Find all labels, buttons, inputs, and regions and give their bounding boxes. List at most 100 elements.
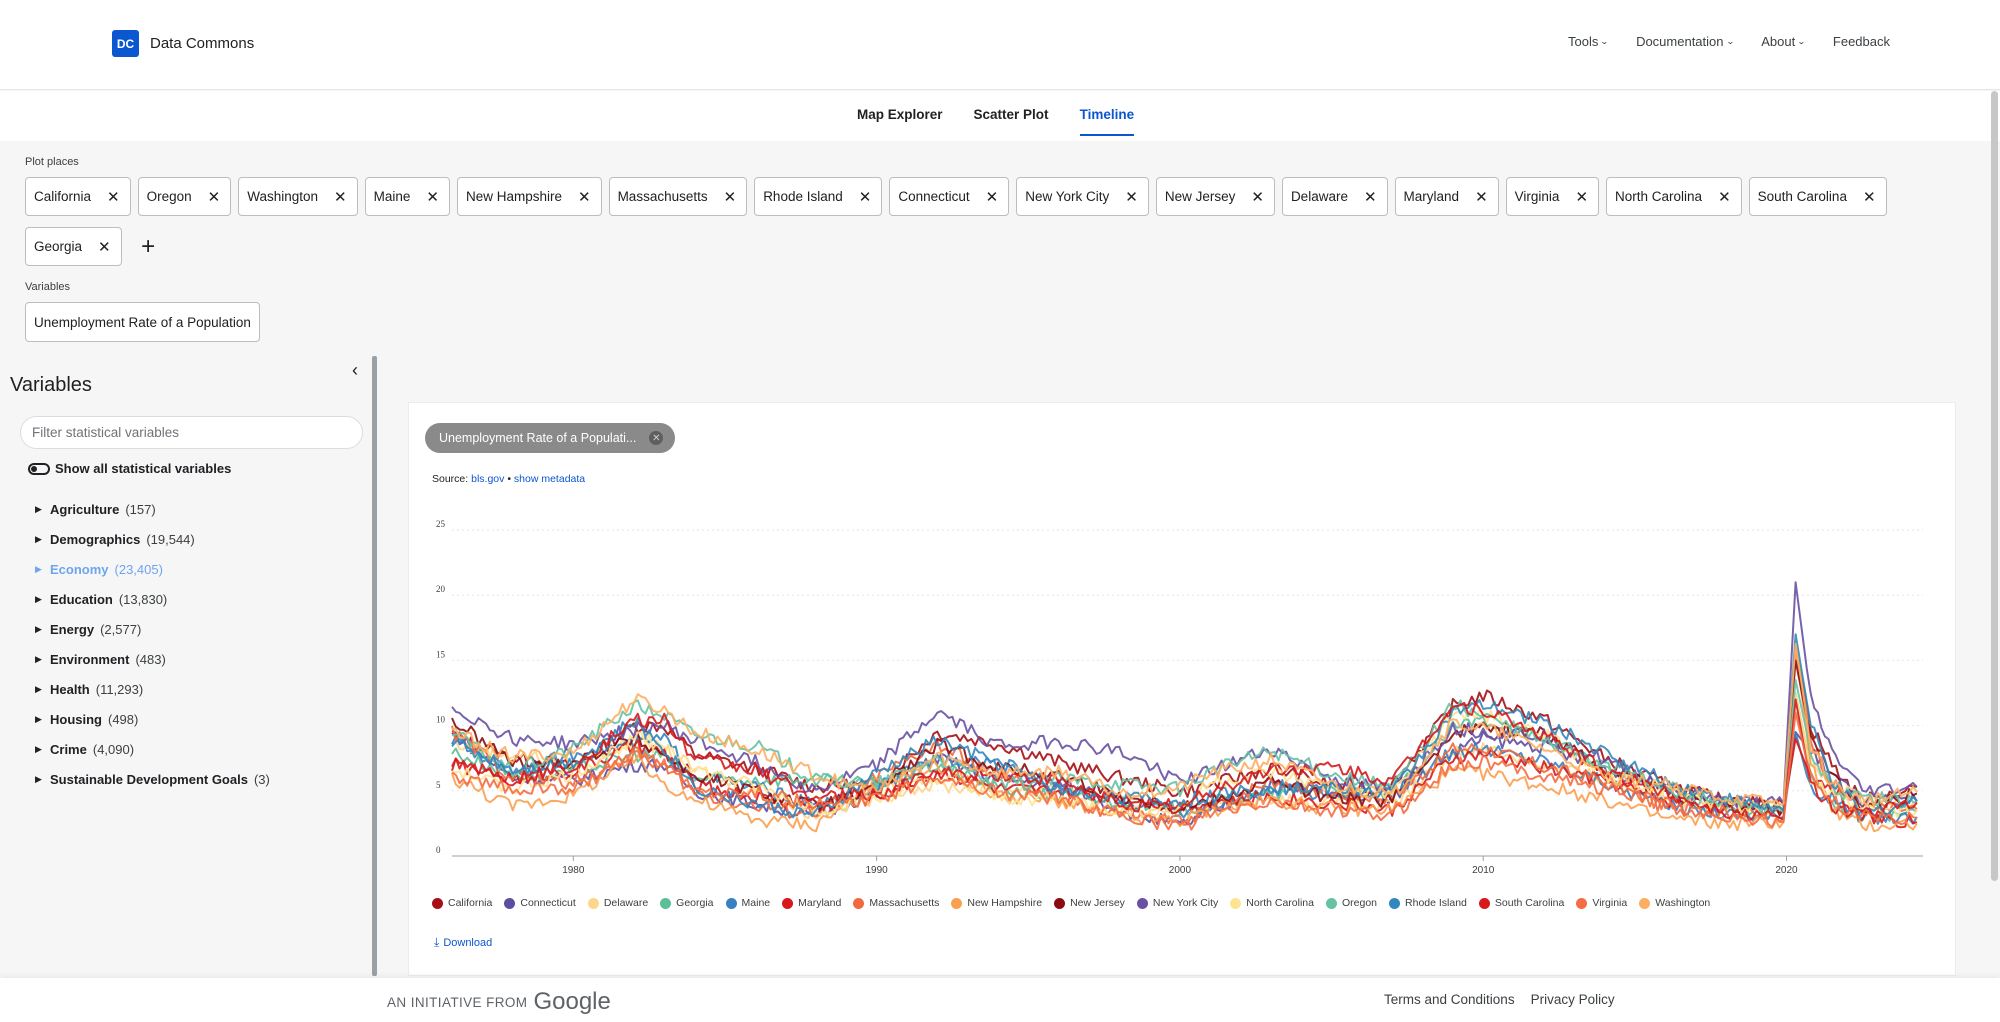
category-count: (157) (125, 501, 156, 517)
legend-item[interactable]: Maryland (782, 897, 841, 909)
legend-item[interactable]: Rhode Island (1389, 897, 1467, 909)
category-name: Health (50, 681, 90, 697)
place-chip[interactable]: New York City ✕ (1016, 177, 1149, 216)
remove-place-icon[interactable]: ✕ (107, 188, 120, 206)
source-link[interactable]: bls.gov (471, 473, 505, 485)
category-item[interactable]: ▶ Economy (23,405) (35, 554, 270, 584)
place-chip[interactable]: South Carolina ✕ (1748, 177, 1887, 216)
place-chip[interactable]: Oregon ✕ (137, 177, 232, 216)
remove-place-icon[interactable]: ✕ (98, 238, 111, 256)
place-chip[interactable]: Massachusetts ✕ (608, 177, 748, 216)
legend-item[interactable]: Georgia (660, 897, 714, 909)
brand-logo[interactable]: DC Data Commons (112, 30, 254, 57)
legend-item[interactable]: Massachusetts (853, 897, 939, 909)
remove-place-icon[interactable]: ✕ (426, 188, 439, 206)
caret-right-icon[interactable]: ▶ (35, 773, 42, 784)
legend-item[interactable]: Delaware (587, 897, 648, 909)
place-chip[interactable]: Maine ✕ (364, 177, 450, 216)
nav-about[interactable]: About ⌄ (1761, 34, 1806, 49)
remove-place-icon[interactable]: ✕ (858, 188, 872, 206)
legend-item[interactable]: Washington (1639, 897, 1710, 909)
legend-item[interactable]: California (432, 897, 492, 909)
caret-right-icon[interactable]: ▶ (35, 563, 42, 574)
legend-swatch (853, 897, 865, 909)
nav-tools[interactable]: Tools ⌄ (1568, 34, 1609, 49)
category-item[interactable]: ▶ Housing (498) (35, 704, 270, 734)
caret-right-icon[interactable]: ▶ (35, 623, 42, 634)
legend-item[interactable]: Oregon (1325, 897, 1377, 909)
legend-item[interactable]: Connecticut (504, 897, 576, 909)
place-chip[interactable]: North Carolina ✕ (1606, 177, 1742, 216)
remove-place-icon[interactable]: ✕ (1125, 188, 1138, 206)
remove-place-icon[interactable]: ✕ (334, 188, 347, 206)
selected-variable-chip[interactable]: Unemployment Rate of a Population (25, 302, 260, 342)
legend-item[interactable]: New Hampshire (951, 897, 1042, 909)
place-chip[interactable]: Virginia ✕ (1505, 177, 1600, 216)
remove-place-icon[interactable]: ✕ (1862, 188, 1876, 206)
remove-place-icon[interactable]: ✕ (1575, 188, 1589, 206)
category-item[interactable]: ▶ Crime (4,090) (35, 734, 270, 764)
place-chip-label: Washington (247, 189, 319, 204)
place-chip[interactable]: New Jersey ✕ (1155, 177, 1275, 216)
remove-place-icon[interactable]: ✕ (985, 188, 999, 206)
legend-item[interactable]: New Jersey (1054, 897, 1125, 909)
place-chip[interactable]: Delaware ✕ (1281, 177, 1388, 216)
category-item[interactable]: ▶ Agriculture (157) (35, 494, 270, 524)
caret-right-icon[interactable]: ▶ (35, 743, 42, 754)
place-chip[interactable]: California ✕ (25, 177, 131, 216)
terms-link[interactable]: Terms and Conditions (1384, 992, 1515, 1007)
show-all-toggle-row[interactable]: Show all statistical variables (28, 461, 231, 476)
filter-variables-input[interactable] (20, 416, 363, 449)
category-item[interactable]: ▶ Health (11,293) (35, 674, 270, 704)
remove-place-icon[interactable]: ✕ (1475, 188, 1488, 206)
caret-right-icon[interactable]: ▶ (35, 713, 42, 724)
nav-feedback[interactable]: Feedback (1833, 34, 1890, 49)
download-button[interactable]: ⤓ Download (434, 935, 492, 950)
nav-documentation[interactable]: Documentation ⌄ (1636, 34, 1734, 49)
x-tick-label: 2010 (1472, 865, 1495, 876)
place-chip[interactable]: Georgia ✕ (25, 227, 122, 266)
close-icon[interactable]: ✕ (649, 431, 664, 445)
legend-item[interactable]: North Carolina (1230, 897, 1314, 909)
caret-right-icon[interactable]: ▶ (35, 593, 42, 604)
legend-item[interactable]: South Carolina (1478, 897, 1564, 909)
caret-right-icon[interactable]: ▶ (35, 533, 42, 544)
place-chip[interactable]: Rhode Island ✕ (754, 177, 883, 216)
remove-place-icon[interactable]: ✕ (1718, 188, 1731, 206)
place-chip[interactable]: Connecticut ✕ (889, 177, 1010, 216)
privacy-link[interactable]: Privacy Policy (1530, 992, 1615, 1007)
caret-right-icon[interactable]: ▶ (35, 653, 42, 664)
tab-map-explorer[interactable]: Map Explorer (857, 107, 943, 122)
remove-place-icon[interactable]: ✕ (577, 188, 591, 206)
category-item[interactable]: ▶ Environment (483) (35, 644, 270, 674)
category-item[interactable]: ▶ Energy (2,577) (35, 614, 270, 644)
remove-place-icon[interactable]: ✕ (1251, 188, 1264, 206)
category-item[interactable]: ▶ Education (13,830) (35, 584, 270, 614)
category-item[interactable]: ▶ Demographics (19,544) (35, 524, 270, 554)
place-chip[interactable]: Washington ✕ (238, 177, 358, 216)
add-place-icon[interactable]: + (141, 232, 156, 260)
caret-right-icon[interactable]: ▶ (35, 503, 42, 514)
legend-item[interactable]: Virginia (1576, 897, 1627, 909)
legend-item[interactable]: New York City (1136, 897, 1218, 909)
tab-bar: Map Explorer Scatter Plot Timeline (0, 91, 2000, 141)
place-chip[interactable]: Maryland ✕ (1394, 177, 1499, 216)
sidebar-scrollbar[interactable] (372, 356, 377, 976)
variable-pill[interactable]: Unemployment Rate of a Populati... ✕ (425, 423, 676, 453)
caret-right-icon[interactable]: ▶ (35, 683, 42, 694)
remove-place-icon[interactable]: ✕ (723, 188, 737, 206)
collapse-sidebar-icon[interactable]: ‹ (352, 360, 358, 380)
tab-timeline[interactable]: Timeline (1079, 107, 1134, 136)
category-item[interactable]: ▶ Sustainable Development Goals (3) (35, 764, 270, 794)
y-tick-label: 15 (436, 649, 446, 659)
place-chip[interactable]: New Hampshire ✕ (456, 177, 602, 216)
legend-item[interactable]: Maine (725, 897, 770, 909)
remove-place-icon[interactable]: ✕ (207, 188, 221, 206)
show-metadata-link[interactable]: show metadata (513, 473, 586, 485)
toggle-switch-icon[interactable] (28, 462, 50, 475)
tab-scatter-plot[interactable]: Scatter Plot (973, 107, 1049, 122)
remove-place-icon[interactable]: ✕ (1363, 188, 1377, 206)
page-scrollbar[interactable] (1991, 91, 1998, 881)
legend-swatch (1230, 897, 1242, 909)
y-tick-label: 5 (436, 780, 441, 790)
